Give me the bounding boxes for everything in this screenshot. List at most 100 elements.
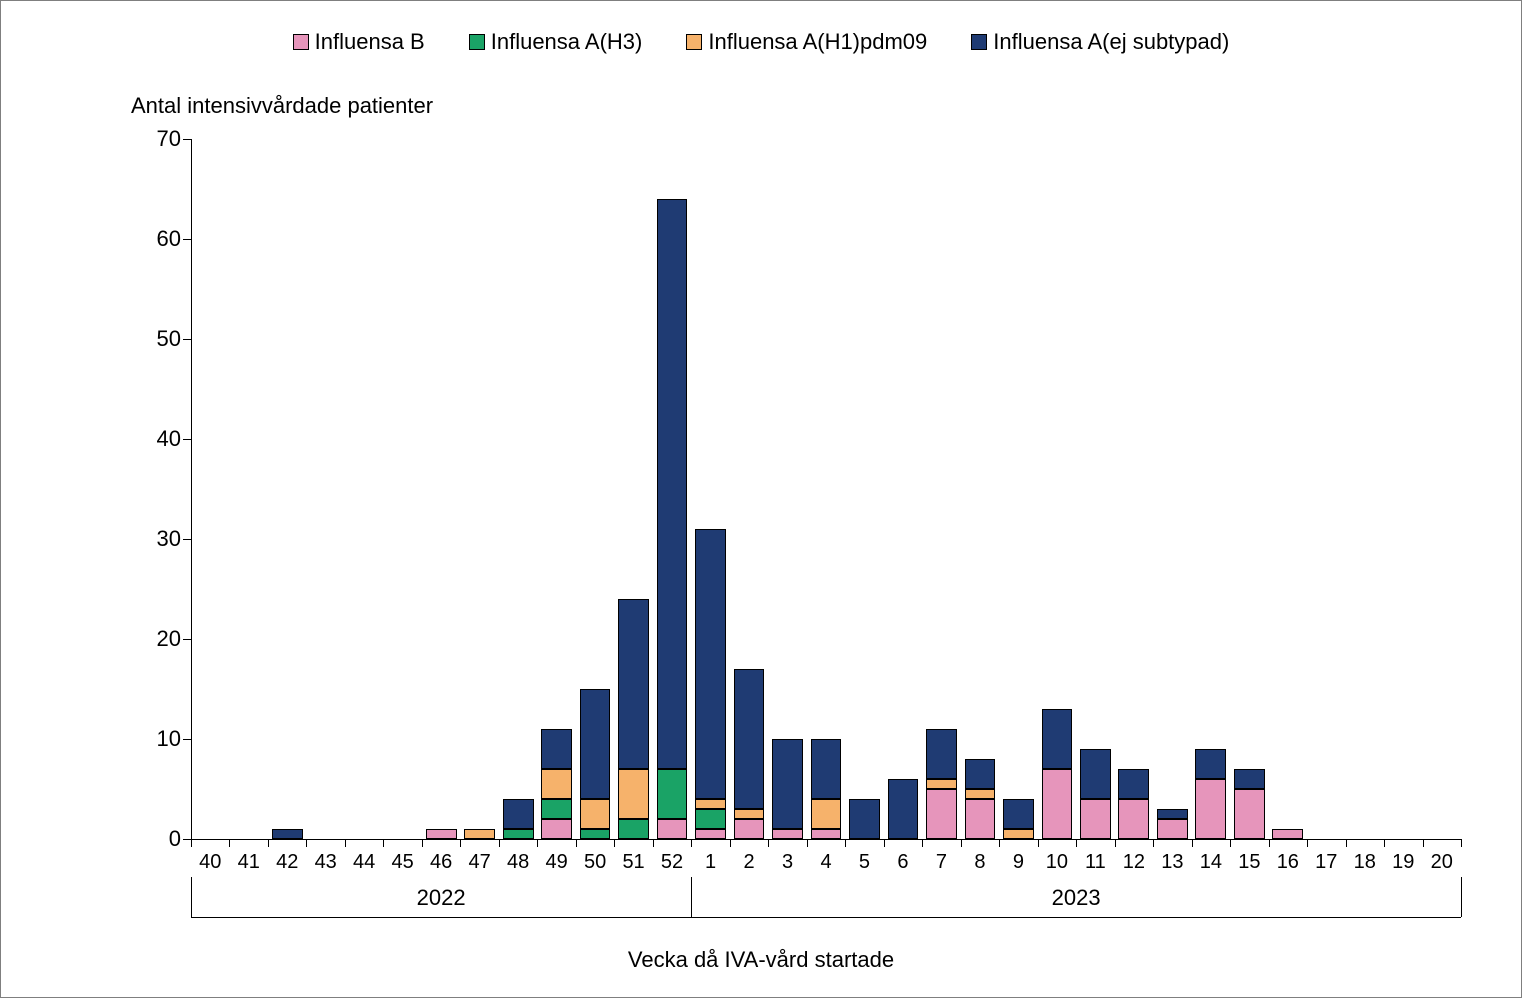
x-tick-label: 4: [820, 851, 831, 874]
bar-column: [1042, 709, 1073, 839]
x-tick-label: 19: [1392, 851, 1414, 874]
x-tick-label: 48: [507, 851, 529, 874]
bar-segment-a_h1: [811, 799, 842, 829]
bar-column: [426, 829, 457, 839]
x-tick-label: 6: [897, 851, 908, 874]
x-tick-label: 49: [545, 851, 567, 874]
x-tick-label: 15: [1238, 851, 1260, 874]
bar-column: [965, 759, 996, 839]
x-tick: [422, 839, 423, 847]
bar-segment-b: [772, 829, 803, 839]
bar-segment-a_h1: [695, 799, 726, 809]
legend-label: Influensa A(H3): [491, 29, 643, 55]
x-tick-label: 12: [1123, 851, 1145, 874]
x-tick: [999, 839, 1000, 847]
y-tick: [183, 239, 191, 240]
bar-segment-a_ej: [1042, 709, 1073, 769]
bar-segment-a_h1: [965, 789, 996, 799]
x-tick: [229, 839, 230, 847]
x-tick: [730, 839, 731, 847]
bar-segment-a_ej: [734, 669, 765, 809]
legend-swatch: [293, 34, 309, 50]
x-tick-label: 46: [430, 851, 452, 874]
bar-column: [772, 739, 803, 839]
y-tick-label: 0: [131, 826, 181, 852]
bar-segment-a_ej: [772, 739, 803, 829]
bar-segment-a_ej: [580, 689, 611, 799]
bar-segment-b: [926, 789, 957, 839]
bar-segment-b: [1195, 779, 1226, 839]
year-divider: [1461, 877, 1462, 917]
x-tick-label: 41: [238, 851, 260, 874]
bar-segment-b: [734, 819, 765, 839]
legend-label: Influensa B: [315, 29, 425, 55]
legend-label: Influensa A(ej subtypad): [993, 29, 1229, 55]
x-tick-label: 7: [936, 851, 947, 874]
x-tick-label: 45: [392, 851, 414, 874]
x-tick: [1384, 839, 1385, 847]
x-tick: [1230, 839, 1231, 847]
bar-segment-b: [426, 829, 457, 839]
x-tick: [1192, 839, 1193, 847]
x-tick-label: 13: [1161, 851, 1183, 874]
x-tick: [807, 839, 808, 847]
bar-segment-a_ej: [888, 779, 919, 839]
bar-segment-a_h1: [1003, 829, 1034, 839]
year-label: 2023: [1052, 885, 1101, 911]
x-tick: [576, 839, 577, 847]
bar-column: [618, 599, 649, 839]
x-tick: [191, 839, 192, 847]
x-tick-label: 51: [622, 851, 644, 874]
x-tick: [345, 839, 346, 847]
x-tick-label: 20: [1431, 851, 1453, 874]
bar-segment-b: [1042, 769, 1073, 839]
y-tick-label: 30: [131, 526, 181, 552]
y-tick: [183, 839, 191, 840]
bar-segment-a_ej: [1157, 809, 1188, 819]
bar-column: [1272, 829, 1303, 839]
bar-column: [695, 529, 726, 839]
bar-segment-a_ej: [272, 829, 303, 839]
x-tick-label: 1: [705, 851, 716, 874]
x-tick-label: 9: [1013, 851, 1024, 874]
bar-segment-b: [1272, 829, 1303, 839]
bar-column: [1118, 769, 1149, 839]
x-tick: [1307, 839, 1308, 847]
x-tick: [1269, 839, 1270, 847]
x-tick: [268, 839, 269, 847]
x-tick-label: 17: [1315, 851, 1337, 874]
x-tick-label: 8: [974, 851, 985, 874]
bar-column: [272, 829, 303, 839]
y-tick: [183, 539, 191, 540]
bar-column: [1234, 769, 1265, 839]
y-axis-title: Antal intensivvårdade patienter: [131, 93, 433, 119]
bar-segment-a_h1: [541, 769, 572, 799]
bar-segment-a_h1: [464, 829, 495, 839]
y-tick-label: 10: [131, 726, 181, 752]
bar-segment-b: [695, 829, 726, 839]
bar-segment-a_h3: [695, 809, 726, 829]
bar-segment-a_ej: [1234, 769, 1265, 789]
x-tick-label: 47: [469, 851, 491, 874]
bar-column: [734, 669, 765, 839]
bar-column: [1080, 749, 1111, 839]
x-tick-label: 50: [584, 851, 606, 874]
x-tick: [653, 839, 654, 847]
bar-segment-a_h1: [580, 799, 611, 829]
bar-segment-a_ej: [1195, 749, 1226, 779]
bar-column: [888, 779, 919, 839]
bar-segment-a_h3: [657, 769, 688, 819]
bar-column: [849, 799, 880, 839]
bar-column: [811, 739, 842, 839]
bar-segment-a_h3: [541, 799, 572, 819]
x-tick: [1153, 839, 1154, 847]
bar-segment-a_h1: [734, 809, 765, 819]
legend-item-influensa-b: Influensa B: [293, 29, 425, 55]
bar-segment-a_ej: [695, 529, 726, 799]
bar-segment-a_ej: [503, 799, 534, 829]
x-tick: [1038, 839, 1039, 847]
bar-segment-b: [1080, 799, 1111, 839]
bar-column: [580, 689, 611, 839]
x-tick-label: 11: [1085, 851, 1106, 874]
legend-item-influensa-a-ej: Influensa A(ej subtypad): [971, 29, 1229, 55]
